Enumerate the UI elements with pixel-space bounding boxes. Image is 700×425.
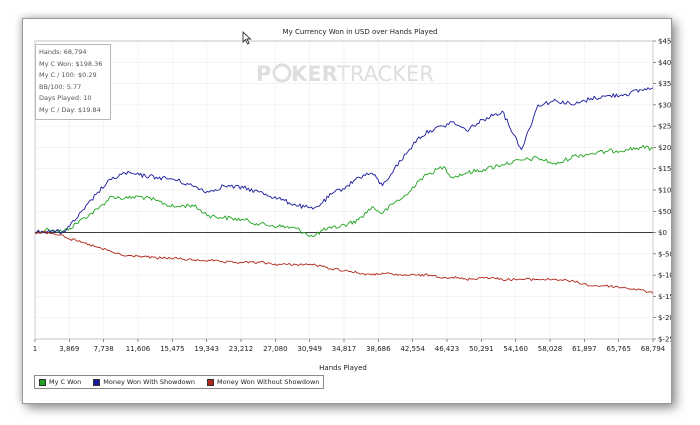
x-tick-label: 68,794 [641,345,666,353]
x-tick-label: 30,949 [297,345,322,353]
x-tick-label: 1 [33,345,37,353]
legend-swatch-blue [93,378,101,386]
series-line-2 [34,87,654,235]
watermark-ker: KER [291,62,338,86]
y-tick-label: $300 [658,101,671,109]
y-tick-label: $-100 [658,272,671,280]
stat-days: Days Played: 10 [39,94,92,102]
pokertracker-watermark: P KER TRACKER [256,62,434,86]
x-tick-label: 50,291 [469,345,494,353]
series-line-1 [34,144,654,238]
x-tick-label: 58,028 [538,345,563,353]
x-tick-label: 15,475 [160,345,185,353]
x-tick-label: 42,554 [400,345,425,353]
x-tick-label: 19,343 [194,345,219,353]
y-tick-label: $100 [658,187,671,195]
y-tick-label: $-150 [658,293,671,301]
x-tick-label: 65,765 [606,345,631,353]
y-tick-label: $150 [658,165,671,173]
x-tick-label: 23,212 [229,345,254,353]
y-tick-label: $-50 [658,250,671,258]
y-tick-label: $50 [658,208,671,216]
grid-layer [34,40,654,340]
y-tick-label: $350 [658,80,671,88]
stat-per100: My C / 100: $0.29 [39,71,97,79]
x-tick-label: 7,738 [94,345,114,353]
axis-layer: 1 3,869 7,738 11,606 15,475 19,343 23,212 27,08… [33,38,671,354]
x-tick-label: 3,869 [59,345,79,353]
x-tick-label: 38,686 [366,345,391,353]
watermark-tracker: TRACKER [336,62,434,86]
stat-hands: Hands: 68,794 [39,48,87,56]
watermark-p: P [256,62,271,86]
series-line-3 [34,230,654,294]
stat-bb100: BB/100: 5.77 [39,82,82,91]
y-tick-label: $400 [658,59,671,67]
y-tick-label: $-250 [658,336,671,344]
chart-legend: My C Won Money Won With Showdown Money W… [34,375,325,389]
legend-label: Money Won Without Showdown [217,378,320,386]
chart-title: My Currency Won in USD over Hands Played [283,28,438,36]
chart-frame: P KER TRACKER 1 3,869 7,738 11,606 15,475 19,… [22,18,672,404]
mouse-cursor-icon [242,31,252,45]
x-tick-label: 61,897 [572,345,597,353]
legend-label: My C Won [49,378,82,386]
x-tick-label: 34,817 [332,345,357,353]
legend-item-with-showdown: Money Won With Showdown [93,378,195,386]
series-layer [34,87,654,294]
x-tick-label: 46,423 [435,345,460,353]
y-tick-label: $250 [658,123,671,131]
x-tick-label: 54,160 [503,345,528,353]
legend-label: Money Won With Showdown [103,378,196,386]
legend-swatch-red [207,378,215,386]
y-tick-label: $0 [658,229,667,237]
watermark-chip-icon [272,63,292,83]
y-tick-label: $200 [658,144,671,152]
legend-item-my-c-won: My C Won [39,378,81,386]
legend-swatch-green [39,378,46,386]
stat-perday: My C / Day: $19.84 [39,105,101,114]
chart-svg: P KER TRACKER 1 3,869 7,738 11,606 15,475 19,… [33,28,671,372]
y-tick-label: $450 [658,38,671,46]
x-axis-title: Hands Played [319,364,367,372]
x-tick-label: 11,606 [126,345,151,353]
y-tick-label: $-200 [658,314,671,322]
legend-item-without-showdown: Money Won Without Showdown [207,378,319,386]
stats-box: Hands: 68,794 My C Won: $198.36 My C / 1… [35,44,111,120]
stat-won: My C Won: $198.36 [39,59,103,68]
x-tick-label: 27,080 [263,345,288,353]
